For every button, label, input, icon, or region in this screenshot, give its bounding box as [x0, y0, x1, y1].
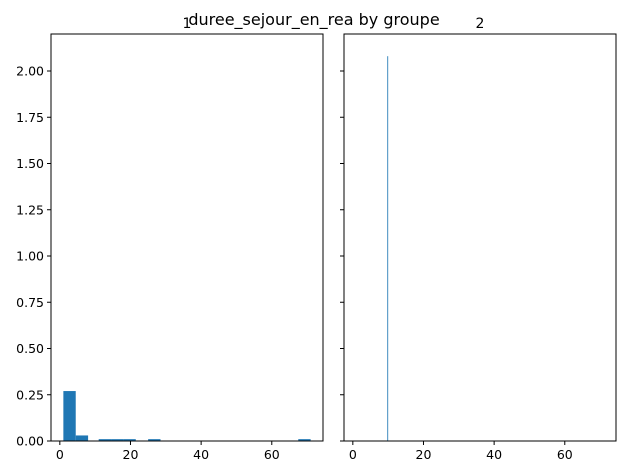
histogram-bar: [298, 439, 311, 441]
histogram-bar: [98, 439, 112, 441]
y-tick-label: 0.25: [16, 387, 44, 402]
y-tick-label: 1.25: [16, 202, 44, 217]
histogram-bar: [387, 56, 389, 441]
y-tick-label: 1.75: [16, 110, 44, 125]
x-tick-label: 60: [264, 447, 280, 462]
histogram-bar: [111, 439, 124, 441]
panel-title: 2: [476, 16, 485, 32]
y-tick-label: 0.75: [16, 295, 44, 310]
x-tick-label: 20: [123, 447, 139, 462]
histogram-bar: [75, 435, 89, 441]
x-tick-label: 60: [557, 447, 573, 462]
panel-1: 1 0 20 40 60 0.00 0.25 0.50 0.75 1.00 1.25 1.50 1.75…: [16, 16, 324, 462]
x-tick-label: 20: [416, 447, 432, 462]
axes-frame: [343, 33, 617, 442]
histogram-bar: [148, 439, 161, 441]
y-tick-label: 2.00: [16, 64, 44, 79]
y-tick-label: 0.00: [16, 434, 44, 449]
y-tick-label: 0.50: [16, 341, 44, 356]
histogram-bar: [123, 439, 136, 441]
panels-group: 10 20 40 600.000.250.500.751.001.251.501.75…: [16, 16, 617, 462]
y-tick-label: 1.50: [16, 156, 44, 171]
x-tick-label: 0: [349, 447, 357, 462]
histogram-bar: [63, 391, 76, 441]
chart-title: duree_sejour_en_rea by groupe: [188, 10, 439, 30]
x-tick-label: 40: [193, 447, 209, 462]
axes-frame: [50, 33, 324, 442]
y-tick-label: 1.00: [16, 249, 44, 264]
panel-2: 20 20 40 60: [340, 16, 617, 462]
panel-title: 1: [183, 16, 192, 32]
x-tick-label: 0: [56, 447, 64, 462]
x-tick-label: 40: [486, 447, 502, 462]
